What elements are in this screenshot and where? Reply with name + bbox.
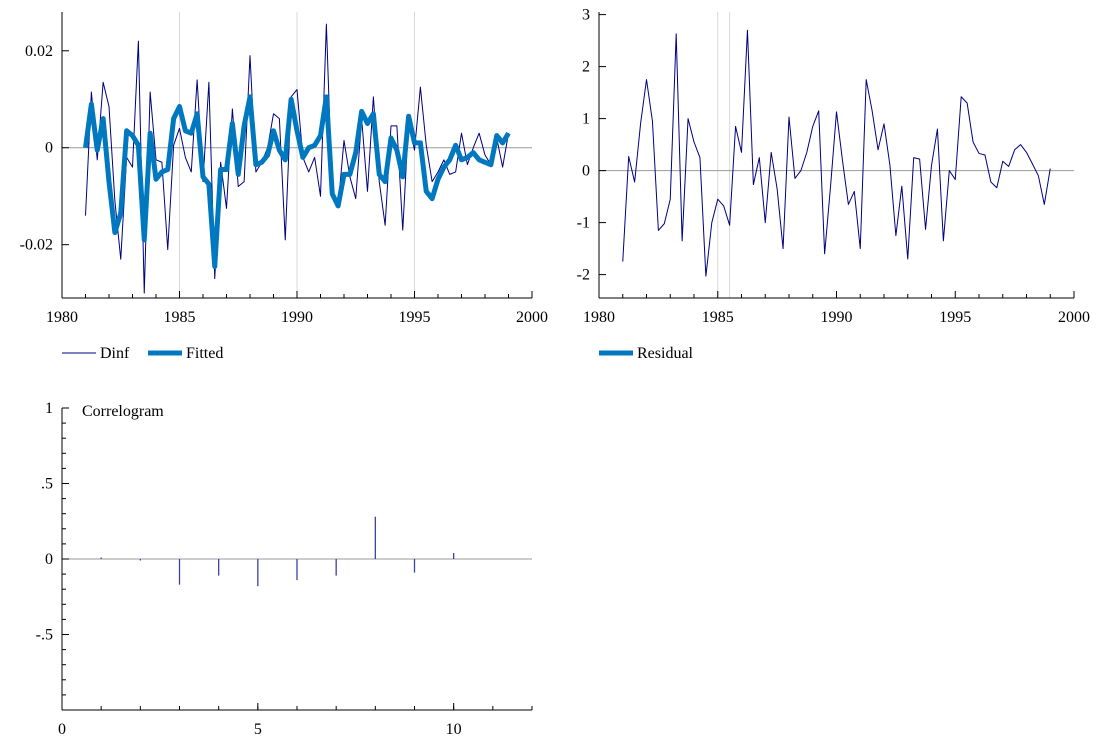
x-tick-label: 1995 [939, 309, 971, 326]
x-tick-label: 2000 [516, 309, 548, 326]
y-tick-label: -.5 [36, 627, 53, 644]
y-tick-label: 0 [582, 163, 590, 180]
y-tick-label: 0 [45, 140, 53, 157]
residual-chart-panel: 1980 1985 1990 1995 2000 3 2 1 0 -1 -2 Residual [577, 7, 1090, 362]
y-tick-label: -2 [577, 267, 590, 284]
x-tick-label: 1990 [281, 309, 313, 326]
y-tick-label: 3 [582, 7, 590, 24]
legend-label: Dinf [100, 345, 130, 362]
x-tick-label: 10 [446, 721, 462, 736]
x-tick-label: 1995 [399, 309, 431, 326]
x-tick-label: 1985 [164, 309, 196, 326]
legend-label: Fitted [186, 345, 223, 362]
x-tick-label: 1980 [46, 309, 78, 326]
y-tick-label: -0.02 [20, 237, 53, 254]
fitted-chart-panel: 1980 1985 1990 1995 2000 0.02 0 -0.02 Dinf Fitted [20, 12, 548, 362]
y-tick-label: .5 [41, 476, 53, 493]
x-tick-label: 5 [254, 721, 262, 736]
x-tick-label: 2000 [1058, 309, 1090, 326]
y-tick-label: 0 [45, 551, 53, 568]
y-tick-label: 1 [582, 111, 590, 128]
y-tick-label: -1 [577, 215, 590, 232]
x-tick-label: 1985 [702, 309, 734, 326]
y-tick-label: 0.02 [25, 43, 53, 60]
y-tick-label: 1 [45, 400, 53, 417]
x-tick-label: 1990 [821, 309, 853, 326]
correlogram-panel: 1 .5 0 -.5 0 5 10 Correlogram [36, 400, 533, 736]
series-line-residual [622, 29, 1051, 277]
legend-label: Residual [637, 345, 694, 362]
x-tick-label: 0 [58, 721, 66, 736]
series-line-fitted [83, 94, 511, 269]
chart-title: Correlogram [82, 403, 164, 420]
x-tick-label: 1980 [583, 309, 615, 326]
y-tick-label: 2 [582, 59, 590, 76]
